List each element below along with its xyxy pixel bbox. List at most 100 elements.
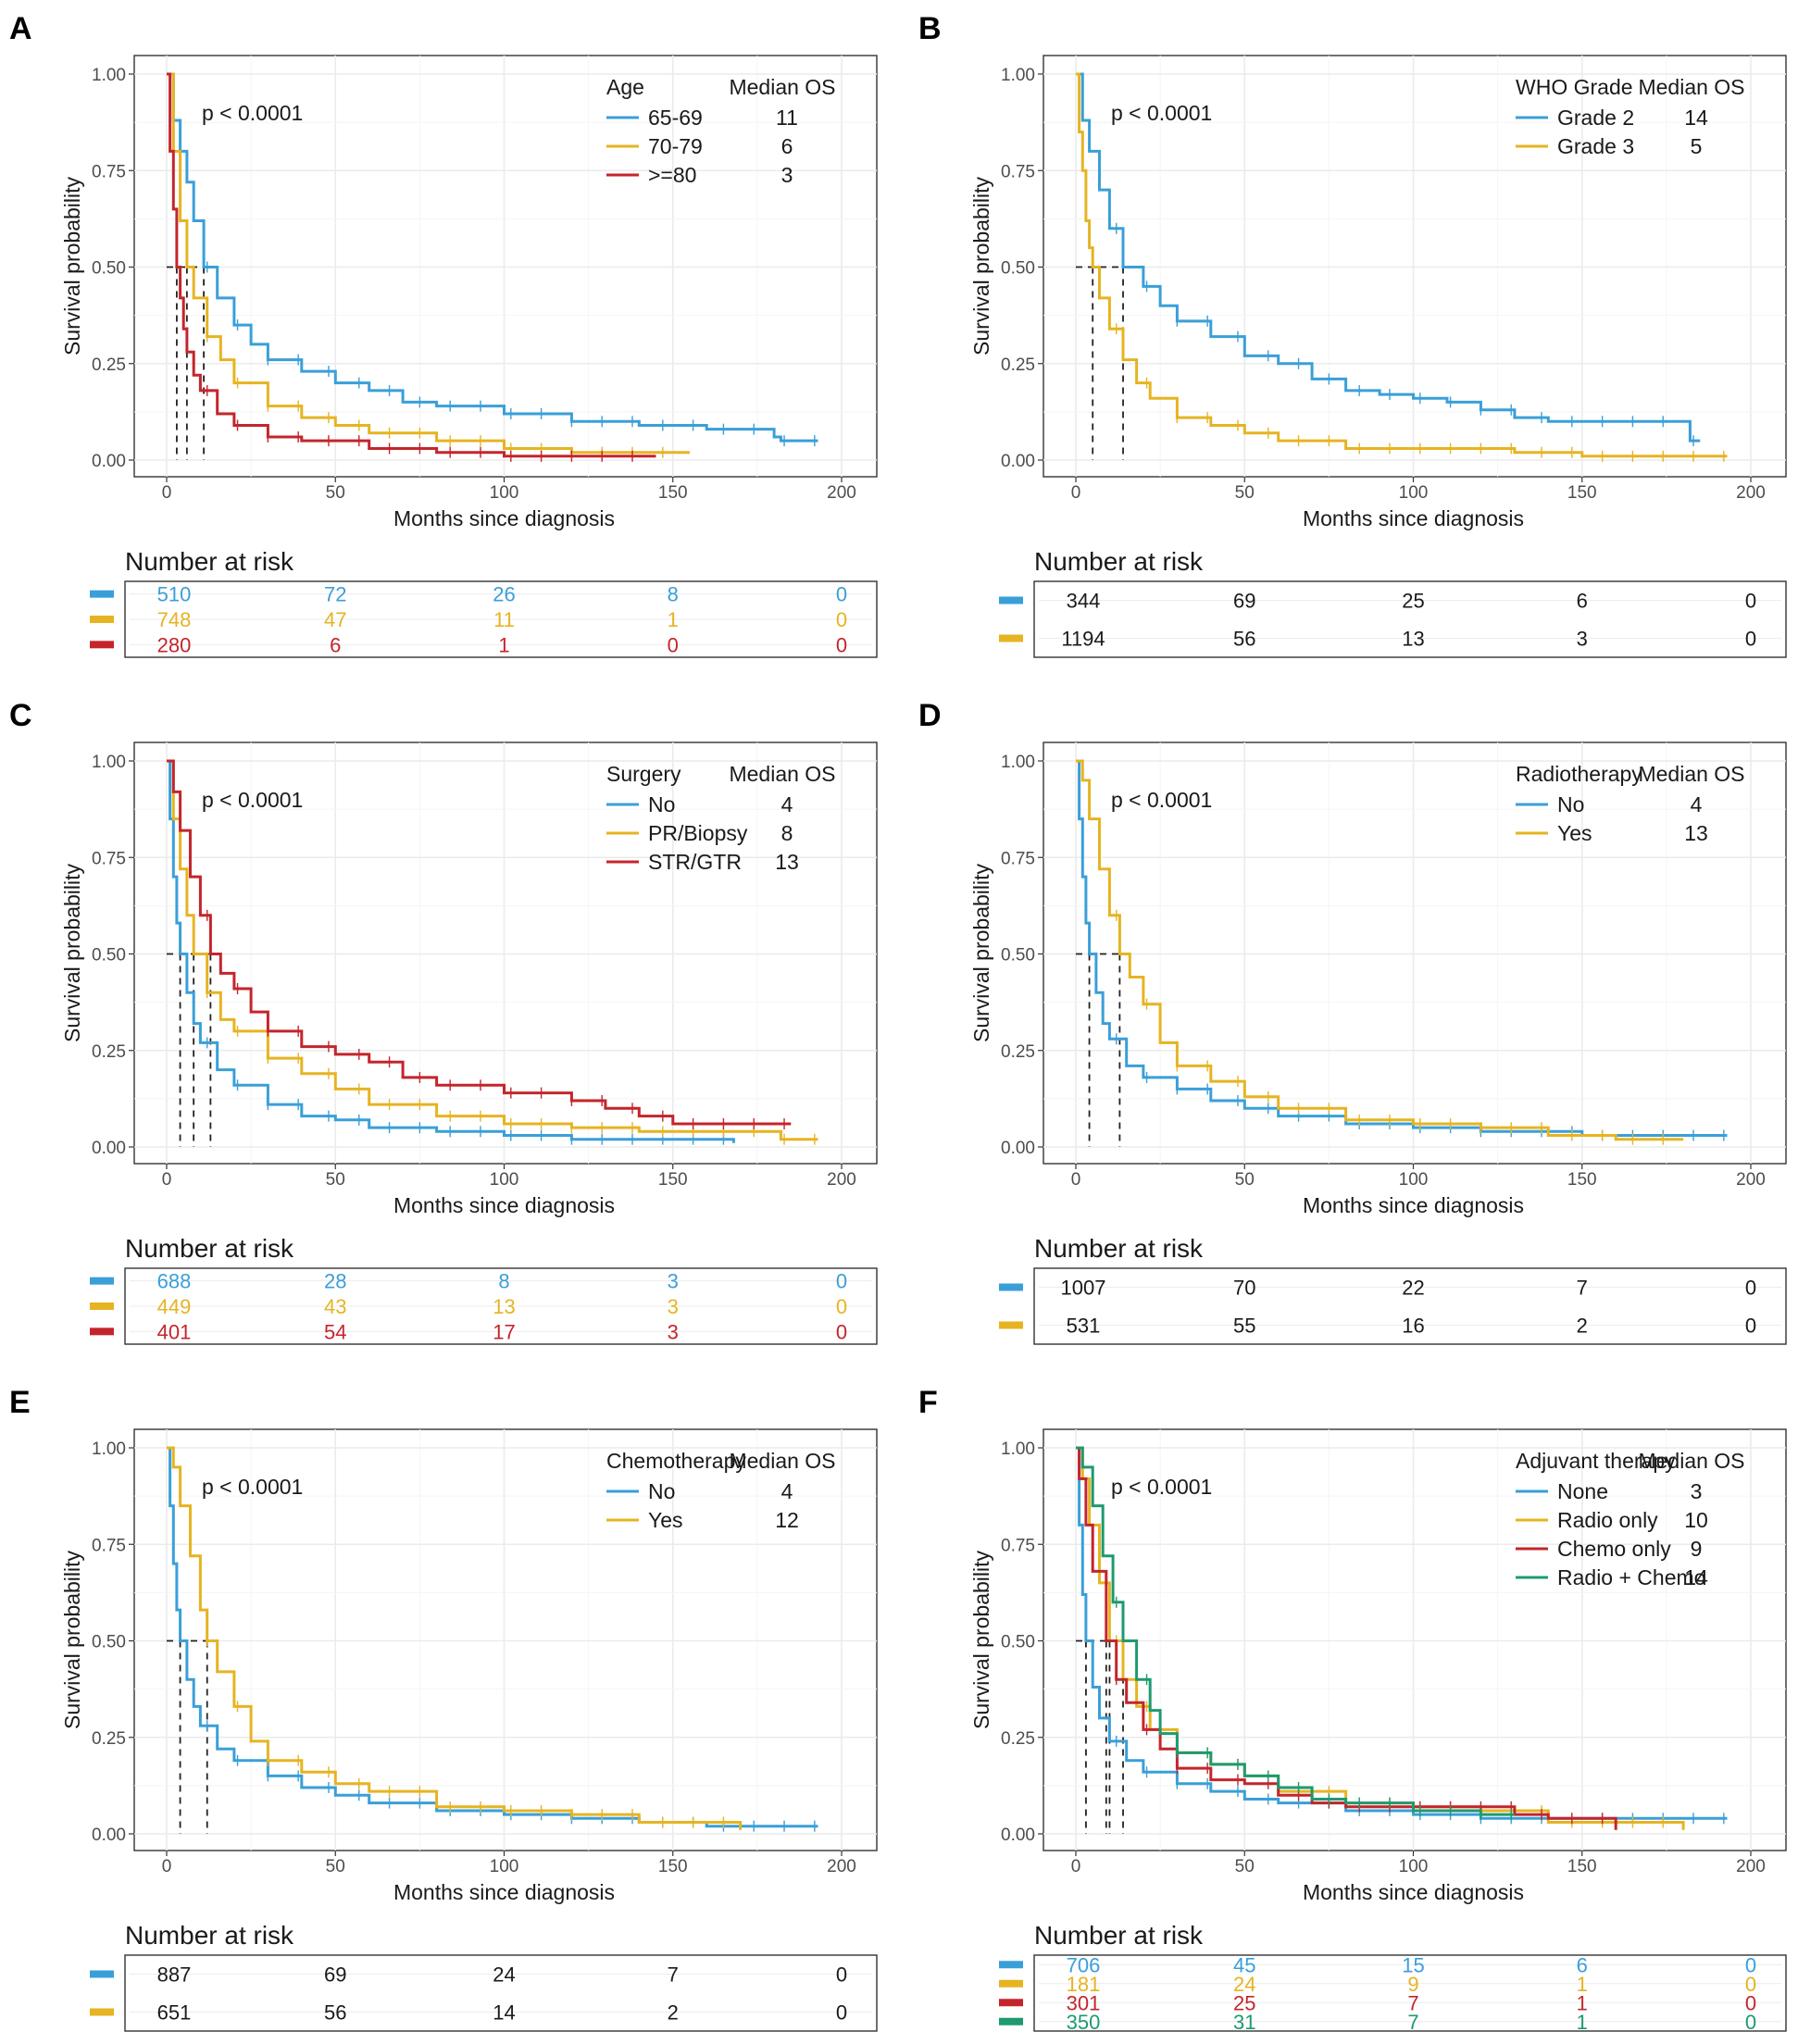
risk-value: 69 bbox=[1233, 590, 1255, 613]
panel-b: B0 50 100 150 2000.000.250.500.751.00Months … bbox=[918, 11, 1787, 658]
x-tick-label: 50 bbox=[1235, 1170, 1255, 1190]
risk-value: 55 bbox=[1233, 1315, 1255, 1338]
y-axis-label: Survival probability bbox=[60, 176, 84, 355]
legend-median-header: Median OS bbox=[729, 762, 835, 786]
x-tick-label: 200 bbox=[827, 483, 856, 503]
risk-value: 7 bbox=[1577, 1277, 1588, 1300]
risk-value: 1007 bbox=[1061, 1277, 1106, 1300]
risk-value: 0 bbox=[836, 608, 847, 631]
risk-row-key-2 bbox=[999, 1999, 1023, 2007]
plot-frame bbox=[1043, 1428, 1787, 1851]
risk-value: 26 bbox=[493, 583, 515, 606]
legend-title: Age bbox=[606, 75, 644, 99]
risk-value: 350 bbox=[1067, 2011, 1101, 2034]
risk-value: 56 bbox=[324, 2001, 346, 2025]
censor-marks bbox=[206, 987, 816, 1145]
risk-row-key-1 bbox=[90, 2008, 114, 2016]
risk-table: Number at risk 688 28 8 3 0 449 43 13 3 0 401 54 17 3 0 bbox=[90, 1234, 878, 1345]
y-tick-label: 1.00 bbox=[92, 66, 126, 85]
censor-marks bbox=[206, 1635, 725, 1828]
y-tick-label: 0.75 bbox=[92, 1536, 126, 1555]
legend-median-header: Median OS bbox=[1638, 1449, 1744, 1473]
x-axis-label: Months since diagnosis bbox=[1303, 1880, 1524, 1904]
x-axis-label: Months since diagnosis bbox=[1303, 506, 1524, 530]
risk-table: Number at risk 344 69 25 6 0 1194 56 13 3 0 bbox=[999, 547, 1787, 658]
panel-label: B bbox=[918, 11, 942, 46]
legend-title: Surgery bbox=[606, 762, 681, 786]
risk-table-title: Number at risk bbox=[125, 1921, 294, 1950]
legend-median-2: 3 bbox=[781, 163, 793, 187]
risk-value: 0 bbox=[668, 633, 679, 656]
legend-label-2: >=80 bbox=[648, 163, 696, 187]
legend-median-1: 12 bbox=[775, 1508, 799, 1532]
risk-table-title: Number at risk bbox=[1034, 547, 1204, 576]
x-tick-label: 0 bbox=[1071, 1170, 1081, 1190]
risk-value: 2 bbox=[668, 2001, 679, 2025]
legend-title: WHO Grade bbox=[1516, 75, 1633, 99]
legend: Surgery Median OS No 4 PR/Biopsy 8 STR/GTR 13 bbox=[606, 762, 836, 874]
y-axis-label: Survival probability bbox=[969, 863, 993, 1042]
grid bbox=[1043, 742, 1786, 1164]
legend-label-2: Chemo only bbox=[1557, 1537, 1671, 1561]
censor-marks bbox=[206, 261, 816, 447]
panel-label: D bbox=[918, 698, 942, 733]
y-tick-label: 1.00 bbox=[1001, 753, 1035, 772]
risk-value: 11 bbox=[493, 608, 515, 631]
x-tick-label: 150 bbox=[1567, 1857, 1597, 1876]
risk-value: 0 bbox=[1745, 590, 1756, 613]
legend-median-0: 3 bbox=[1691, 1479, 1703, 1503]
median-lines bbox=[1076, 953, 1121, 1147]
grid bbox=[1043, 56, 1786, 477]
y-tick-label: 0.25 bbox=[1001, 1042, 1035, 1062]
risk-value: 3 bbox=[668, 1295, 679, 1318]
legend-label-3: Radio + Chemo bbox=[1557, 1565, 1705, 1589]
legend-label-2: STR/GTR bbox=[648, 850, 742, 874]
risk-value: 13 bbox=[1402, 628, 1424, 651]
risk-table-title: Number at risk bbox=[1034, 1921, 1204, 1950]
p-value: p < 0.0001 bbox=[202, 788, 303, 812]
survival-curve-2 bbox=[167, 759, 792, 1126]
panel-label: A bbox=[9, 11, 32, 46]
risk-value: 1 bbox=[1577, 1991, 1588, 2014]
x-tick-label: 100 bbox=[490, 1170, 519, 1190]
risk-value: 688 bbox=[157, 1270, 192, 1293]
y-tick-label: 0.00 bbox=[92, 1826, 126, 1845]
plot-frame bbox=[133, 1428, 878, 1851]
x-tick-label: 150 bbox=[658, 1857, 688, 1876]
legend-median-1: 6 bbox=[781, 134, 793, 158]
y-tick-label: 0.50 bbox=[1001, 946, 1035, 966]
survival-curve-0 bbox=[167, 759, 735, 1143]
y-tick-label: 0.75 bbox=[92, 849, 126, 868]
risk-value: 25 bbox=[1233, 1991, 1255, 2014]
y-axis-label: Survival probability bbox=[969, 1550, 993, 1729]
legend-median-header: Median OS bbox=[729, 75, 835, 99]
risk-value: 280 bbox=[157, 633, 192, 656]
risk-value: 28 bbox=[324, 1270, 346, 1293]
legend-title: Chemotherapy bbox=[606, 1449, 746, 1473]
legend: Age Median OS 65-69 11 70-79 6 >=80 3 bbox=[606, 75, 836, 187]
x-axis-label: Months since diagnosis bbox=[393, 1193, 615, 1217]
plot-frame bbox=[1043, 742, 1787, 1165]
risk-value: 7 bbox=[1407, 2011, 1418, 2034]
risk-table: Number at risk 706 45 15 6 0 181 24 9 1 0 301 25 7 1 0 3… bbox=[999, 1921, 1787, 2034]
risk-row-key-1 bbox=[90, 1302, 114, 1310]
x-tick-label: 50 bbox=[326, 1170, 345, 1190]
risk-value: 301 bbox=[1067, 1991, 1101, 2014]
y-axis-label: Survival probability bbox=[60, 863, 84, 1042]
risk-value: 344 bbox=[1067, 590, 1101, 613]
risk-value: 1194 bbox=[1061, 628, 1105, 651]
y-tick-label: 0.50 bbox=[1001, 1633, 1035, 1652]
y-tick-label: 0.25 bbox=[1001, 355, 1035, 375]
legend-median-1: 5 bbox=[1691, 134, 1703, 158]
risk-table-frame bbox=[1033, 580, 1787, 658]
risk-value: 0 bbox=[1745, 628, 1756, 651]
risk-value: 0 bbox=[1745, 1277, 1756, 1300]
grid bbox=[1043, 1429, 1786, 1851]
panel-e: E0 50 100 150 2000.000.250.500.751.00Months … bbox=[9, 1385, 878, 2032]
risk-table: Number at risk 887 69 24 7 0 651 56 14 2 0 bbox=[90, 1921, 878, 2032]
legend-median-header: Median OS bbox=[1638, 75, 1744, 99]
